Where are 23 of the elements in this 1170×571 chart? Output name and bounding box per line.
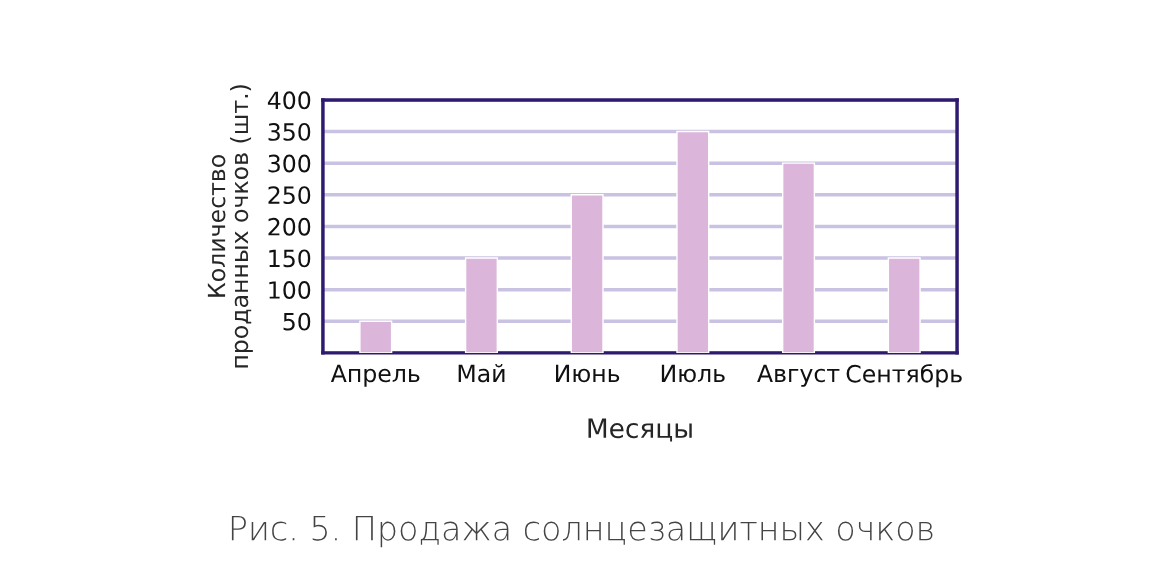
x-tick-label: Май bbox=[458, 364, 505, 383]
y-tick-label: 50 bbox=[283, 312, 311, 331]
bar bbox=[887, 257, 921, 353]
y-tick-label: 150 bbox=[269, 249, 311, 268]
text: Рис. 5. Продажа солнцезащитных очков bbox=[231, 515, 933, 548]
bar bbox=[676, 130, 710, 353]
y-axis-title: Количество проданных очков (шт.) bbox=[207, 85, 253, 368]
x-axis-title: Месяцы bbox=[588, 418, 692, 442]
x-tick-label: Апрель bbox=[330, 364, 420, 387]
bar bbox=[464, 257, 499, 353]
x-tick-label: Июнь bbox=[556, 364, 620, 383]
y-tick-label: 400 bbox=[267, 91, 311, 110]
y-tick-label: 350 bbox=[268, 122, 311, 141]
bar bbox=[359, 320, 393, 353]
x-tick-label: Июль bbox=[661, 364, 725, 383]
x-tick-label: Сентябрь bbox=[846, 363, 962, 388]
y-tick-label: 200 bbox=[268, 217, 311, 236]
bar bbox=[781, 162, 816, 353]
y-tick-label: 250 bbox=[268, 186, 311, 205]
x-tick-label: Август bbox=[757, 364, 840, 387]
bar bbox=[570, 194, 604, 353]
y-tick-label: 300 bbox=[268, 154, 311, 173]
y-tick-label: 100 bbox=[269, 281, 311, 299]
